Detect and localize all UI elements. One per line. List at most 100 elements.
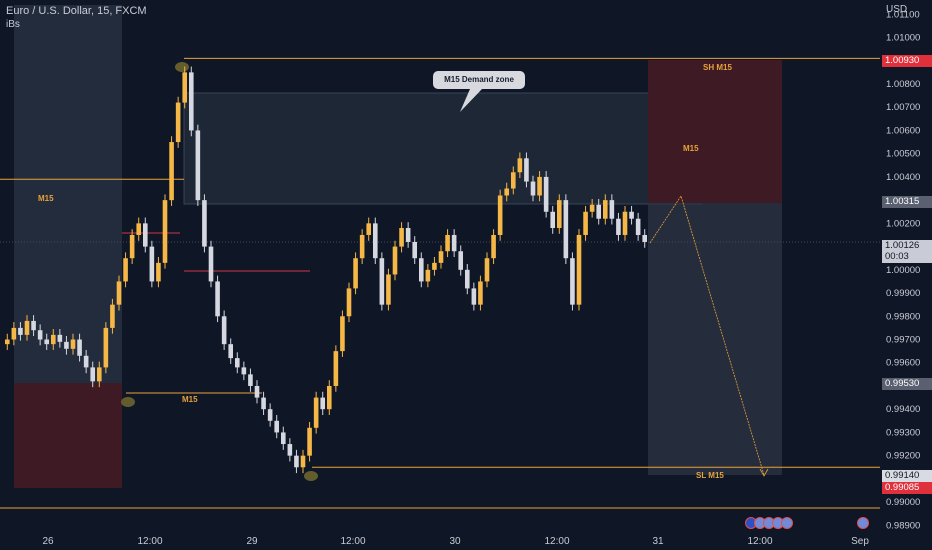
candle-body (366, 223, 372, 235)
us-flag-icon[interactable] (857, 517, 869, 529)
candle-body (77, 339, 82, 356)
candle-body (267, 409, 273, 421)
price-axis-panel (880, 0, 932, 550)
price-tick-label: 0.99000 (886, 497, 920, 508)
economic-events[interactable] (745, 517, 793, 529)
candle-body (563, 200, 569, 259)
candle-body (261, 397, 266, 410)
candle-body (11, 327, 17, 340)
demand-zone-callout[interactable]: M15 Demand zone (433, 71, 525, 89)
candle-body (90, 367, 96, 382)
price-tick-label: 0.98900 (886, 520, 920, 531)
candle-body (471, 288, 477, 305)
candle-body (287, 444, 293, 456)
candle-body (543, 176, 549, 212)
candle-body (425, 269, 431, 282)
time-label-31: 31 (652, 536, 664, 547)
economic-events-sep[interactable] (857, 517, 869, 529)
session-shade-zone (14, 5, 122, 383)
candle-body (307, 427, 312, 456)
candle-body (399, 228, 404, 247)
candle-body (530, 181, 536, 196)
candle-body (136, 223, 142, 235)
candle-body (550, 211, 556, 229)
candle-body (622, 211, 628, 235)
candle-body (609, 200, 615, 219)
candle-body (418, 258, 424, 282)
candle-body (182, 72, 188, 103)
candle-body (333, 351, 339, 386)
candle-body (616, 218, 621, 235)
candle-body (379, 258, 385, 305)
candle-body (576, 234, 582, 305)
time-label-1200-a: 12:00 (137, 536, 163, 547)
currency-label: USD (886, 4, 908, 15)
candle-body (70, 339, 76, 349)
price-tick-label: 0.99200 (886, 451, 920, 462)
candle-body (44, 339, 50, 345)
price-tick-label: 1.01100 (886, 9, 920, 20)
m15-lower-label: M15 (182, 395, 198, 404)
candle-body (169, 142, 174, 201)
candle-body (524, 158, 529, 182)
price-label-mid: 1.00315 (882, 196, 932, 208)
candle-body (510, 172, 516, 189)
candle-body (50, 334, 56, 345)
candle-body (556, 200, 562, 229)
candle-body (215, 281, 220, 317)
candle-body (412, 241, 418, 259)
candle-body (596, 204, 602, 219)
price-label-sl: 0.99140 (882, 470, 932, 482)
indicator-label[interactable]: iBs (6, 19, 20, 30)
time-label-sep: Sep (851, 536, 869, 547)
time-label-30: 30 (449, 536, 461, 547)
price-tick-label: 0.99700 (886, 335, 920, 346)
candle-body (326, 385, 332, 410)
candle-body (4, 339, 10, 345)
price-tick-label: 0.99600 (886, 358, 920, 369)
candle-body (129, 234, 135, 259)
candle-body (123, 258, 128, 282)
candle-body (64, 341, 69, 349)
symbol-title[interactable]: Euro / U.S. Dollar, 15, FXCM (6, 5, 147, 17)
candle-body (583, 211, 588, 235)
candle-body (372, 223, 378, 259)
candle-body (110, 304, 115, 328)
candle-body (175, 102, 181, 143)
candle-body (116, 281, 122, 305)
candle-body (353, 258, 358, 289)
candle-body (234, 358, 240, 368)
candle-body (635, 218, 641, 235)
price-tick-label: 1.00600 (886, 125, 920, 136)
candle-body (497, 195, 503, 235)
candle-body (248, 374, 253, 386)
candle-body (31, 320, 36, 331)
candle-body (504, 188, 510, 196)
candle-body (280, 432, 286, 445)
red-zone-right (648, 60, 782, 203)
candle-body (162, 200, 168, 263)
time-label-26: 26 (42, 536, 54, 547)
candle-body (570, 258, 575, 305)
price-label-stop: 0.99085 (882, 482, 932, 494)
candle-body (359, 234, 365, 259)
demand-zone-box (183, 92, 703, 205)
time-label-1200-c: 12:00 (544, 536, 570, 547)
sl-m15-label: SL M15 (696, 471, 724, 480)
price-tick-label: 1.00700 (886, 102, 920, 113)
candle-body (432, 262, 437, 270)
candle-body (405, 228, 411, 242)
countdown-label: 00:03 (882, 251, 932, 263)
candle-body (320, 397, 326, 410)
time-label-1200-d: 12:00 (747, 536, 773, 547)
price-tick-label: 0.99300 (886, 427, 920, 438)
us-flag-icon[interactable] (781, 517, 793, 529)
candle-body (274, 420, 280, 433)
candle-body (491, 234, 496, 259)
swing-high-marker (175, 62, 189, 72)
candle-body (589, 204, 595, 212)
candle-body (188, 72, 194, 131)
price-tick-label: 0.99900 (886, 288, 920, 299)
price-tick-label: 1.00200 (886, 218, 920, 229)
